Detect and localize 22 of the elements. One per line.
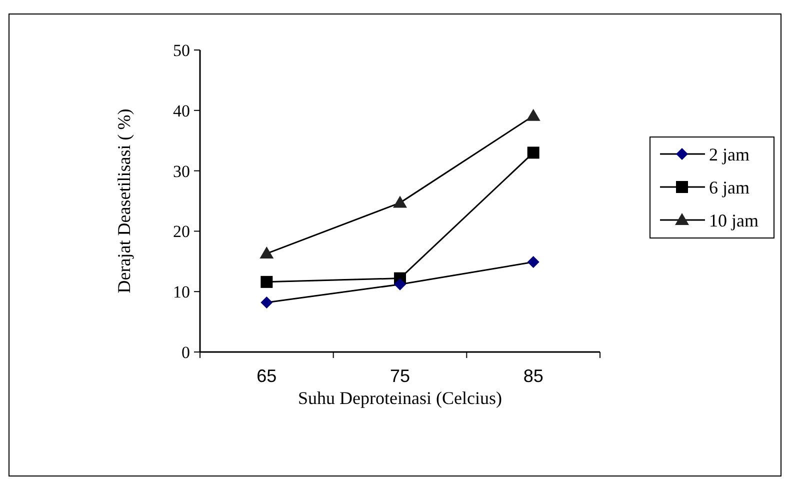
y-tick-label: 20 [173,222,190,242]
x-tick-label: 85 [523,366,544,386]
x-tick-label: 65 [256,366,277,386]
y-tick-label: 40 [173,101,190,120]
point [260,276,273,288]
point [526,108,540,121]
x-axis-title: Suhu Deproteinasi (Celcius) [298,388,502,408]
x-tick-label: 75 [390,366,410,386]
legend-label: 10 jam [709,210,758,230]
y-axis-title: Derajat Deasetilisasi ( %) [114,108,134,294]
y-tick-label: 10 [173,282,190,302]
point [527,256,540,268]
legend-label: 2 jam [709,144,750,164]
point [260,296,273,308]
point [394,278,406,290]
point [260,246,274,259]
y-tick-label: 30 [173,162,190,181]
y-tick-label: 0 [182,342,190,362]
legend-label: 6 jam [709,177,750,198]
point [527,146,540,159]
point [393,196,407,208]
y-tick-label: 50 [173,40,190,60]
